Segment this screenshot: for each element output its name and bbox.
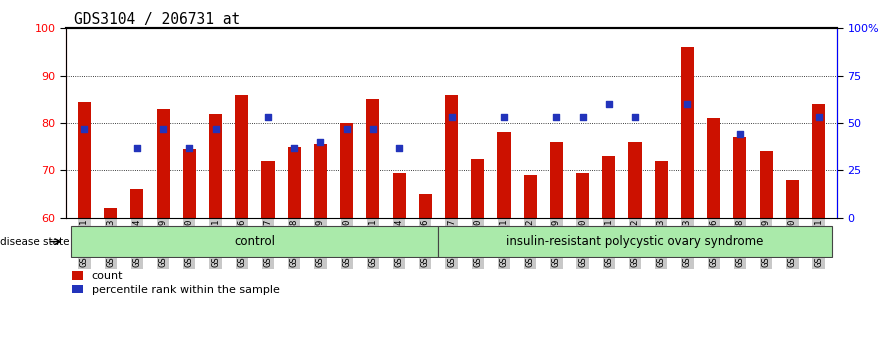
Point [314, 139, 328, 145]
Point [602, 101, 616, 107]
Point [78, 126, 92, 132]
Bar [71, 227, 439, 257]
Point [182, 145, 196, 150]
Bar [130, 189, 144, 218]
Legend: count, percentile rank within the sample: count, percentile rank within the sample [71, 271, 279, 295]
Bar [340, 123, 353, 218]
Point [575, 114, 589, 120]
Bar [445, 95, 458, 218]
Bar [812, 104, 825, 218]
Point [680, 101, 694, 107]
Bar [576, 173, 589, 218]
Text: insulin-resistant polycystic ovary syndrome: insulin-resistant polycystic ovary syndr… [507, 235, 764, 248]
Point [130, 145, 144, 150]
Bar [550, 142, 563, 218]
Text: control: control [234, 235, 276, 248]
Bar [314, 144, 327, 218]
Point [209, 126, 223, 132]
Bar [707, 118, 721, 218]
Bar [655, 161, 668, 218]
Bar [418, 194, 432, 218]
Bar [393, 173, 405, 218]
Point [444, 114, 458, 120]
Bar [786, 180, 799, 218]
Bar [681, 47, 694, 218]
Bar [498, 132, 510, 218]
Bar [78, 102, 91, 218]
Point [733, 132, 747, 137]
Bar [759, 152, 773, 218]
Bar [104, 208, 117, 218]
Point [366, 126, 380, 132]
Bar [523, 175, 537, 218]
Bar [471, 159, 485, 218]
Point [497, 114, 511, 120]
Bar [235, 95, 248, 218]
Point [261, 114, 275, 120]
Text: disease state: disease state [0, 236, 70, 247]
Bar [157, 109, 170, 218]
Point [550, 114, 564, 120]
Text: GDS3104 / 206731_at: GDS3104 / 206731_at [74, 12, 240, 28]
Bar [733, 137, 746, 218]
Bar [439, 227, 832, 257]
Point [392, 145, 406, 150]
Bar [182, 149, 196, 218]
Point [339, 126, 353, 132]
Bar [209, 114, 222, 218]
Point [156, 126, 170, 132]
Bar [628, 142, 641, 218]
Bar [366, 99, 380, 218]
Bar [603, 156, 616, 218]
Point [811, 114, 825, 120]
Point [628, 114, 642, 120]
Bar [262, 161, 275, 218]
Bar [287, 147, 300, 218]
Point [287, 145, 301, 150]
